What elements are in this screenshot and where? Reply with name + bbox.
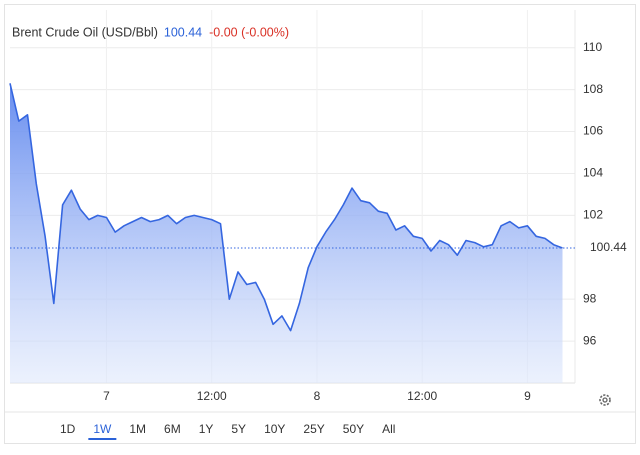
range-button[interactable]: 25Y bbox=[303, 422, 324, 436]
y-tick-label: 106 bbox=[583, 124, 603, 138]
x-tick-label: 12:00 bbox=[407, 389, 437, 403]
x-tick-label: 8 bbox=[314, 389, 321, 403]
y-tick-label: 110 bbox=[583, 40, 602, 54]
price-line bbox=[9, 83, 563, 332]
last-price-badge bbox=[584, 239, 634, 258]
range-button[interactable]: All bbox=[382, 422, 395, 436]
y-tick-label: 104 bbox=[583, 166, 603, 180]
y-tick-label: 102 bbox=[583, 208, 603, 222]
header: Brent Crude Oil (USD/Bbl) 100.44 -0.00 (… bbox=[12, 25, 289, 39]
range-button[interactable]: 10Y bbox=[264, 422, 285, 436]
range-button[interactable]: 50Y bbox=[343, 422, 364, 436]
last-price: 100.44 bbox=[164, 25, 202, 39]
range-button[interactable]: 1M bbox=[129, 422, 146, 436]
range-button[interactable]: 6M bbox=[164, 422, 181, 436]
last-price-label: 100.44 bbox=[590, 240, 627, 254]
y-tick-label: 96 bbox=[583, 333, 597, 347]
x-tick-label: 9 bbox=[524, 389, 531, 403]
range-button[interactable]: 1W bbox=[93, 422, 112, 436]
range-button[interactable]: 1Y bbox=[199, 422, 214, 436]
x-tick-label: 7 bbox=[103, 389, 110, 403]
price-change: -0.00 (-0.00%) bbox=[209, 25, 289, 39]
range-button[interactable]: 5Y bbox=[231, 422, 246, 436]
range-selector: 1D 1W 1M 6M 1Y 5Y 10Y 25Y 50Y All bbox=[60, 422, 395, 440]
y-tick-label: 98 bbox=[583, 291, 597, 305]
range-button[interactable]: 1D bbox=[60, 422, 76, 436]
plot: 100.44 bbox=[9, 83, 634, 384]
x-tick-label: 12:00 bbox=[197, 389, 227, 403]
chart-title: Brent Crude Oil (USD/Bbl) bbox=[12, 25, 158, 39]
settings-icon[interactable] bbox=[599, 394, 611, 406]
area-fill bbox=[10, 83, 563, 384]
y-tick-label: 108 bbox=[583, 82, 603, 96]
